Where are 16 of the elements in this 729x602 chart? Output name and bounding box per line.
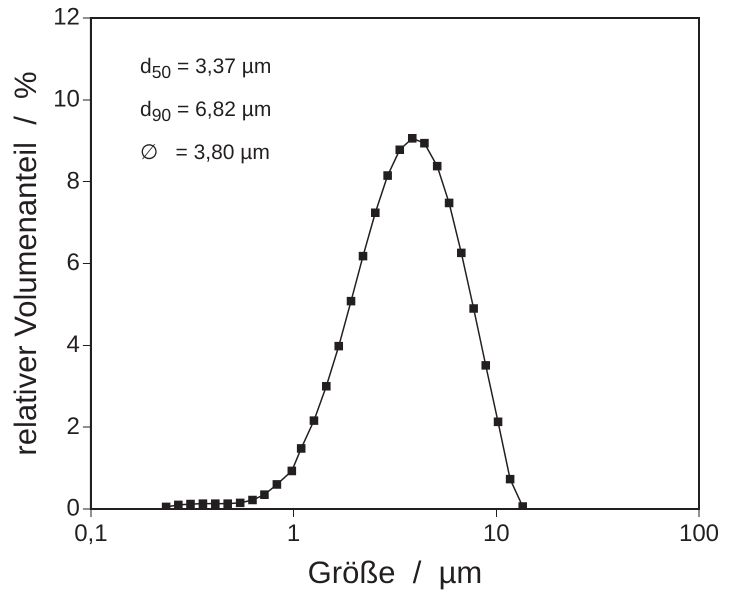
annotation: d$_{50}$ = 3,37 µm [140, 54, 272, 84]
y-tick-label: 12 [53, 4, 80, 31]
y-tick-label: 0 [66, 494, 80, 522]
y-tick-label: 2 [66, 412, 80, 440]
x-tick-label: 10 [482, 520, 510, 548]
y-tick-label: 6 [66, 249, 80, 276]
x-tick-label: 1 [286, 520, 300, 548]
x-tick-label: 100 [678, 520, 720, 548]
annotation: ∅ = 3,80 µm [140, 140, 271, 166]
y-tick-label: 4 [66, 330, 80, 358]
y-tick-label: 10 [53, 85, 80, 112]
y-tick-label: 8 [66, 167, 80, 194]
annotation: d$_{90}$ = 6,82 µm [140, 97, 272, 128]
x-tick-label: 0,1 [74, 520, 108, 548]
x-axis-title: Größe / µm [308, 554, 482, 590]
y-axis-title: relativer Volumenanteil / % [8, 71, 44, 456]
